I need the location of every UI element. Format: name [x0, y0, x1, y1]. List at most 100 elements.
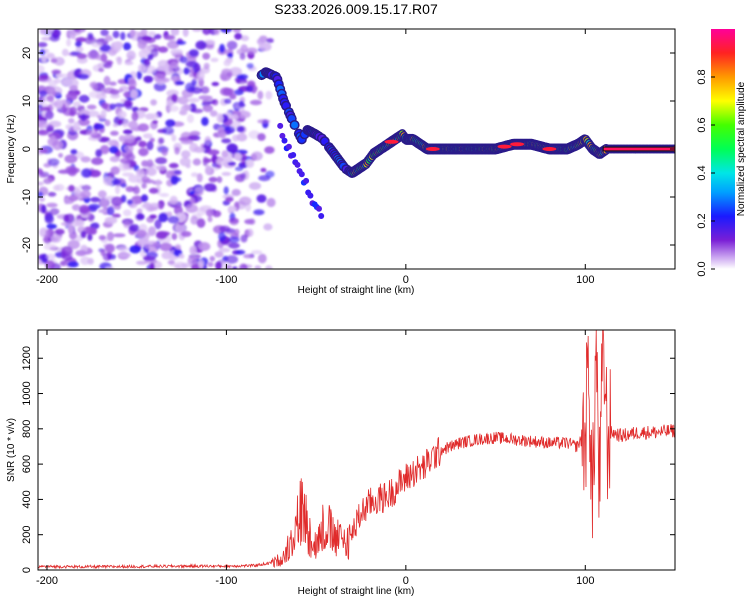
spectrogram-noise-blob	[192, 108, 204, 114]
snr-y-axis-label: SNR (10 * v/v)	[6, 418, 17, 482]
spectrogram-y-tick-label: 10	[21, 95, 33, 107]
spectrogram-noise-blob	[187, 256, 197, 266]
spectrogram-noise-blob	[265, 265, 273, 269]
spectrogram-noise-blob	[136, 168, 145, 175]
snr-x-tick-label: -200	[36, 575, 58, 587]
spectrogram-noise-blob	[103, 75, 111, 86]
spectrogram-y-tick-label: 0	[21, 146, 33, 152]
spectrogram-noise-blob	[135, 136, 142, 142]
spectrogram-noise-blob	[148, 31, 156, 37]
spectrogram-noise-blob	[171, 134, 177, 142]
spectrogram-noise-blob	[93, 123, 105, 130]
spectrogram-noise-blob	[251, 250, 263, 255]
spectrogram-tail-band	[602, 146, 675, 152]
spectrogram-noise-blob	[148, 187, 159, 194]
spectrogram-noise-blob	[228, 206, 237, 211]
spectrogram-noise-blob	[46, 52, 55, 59]
spectrogram-noise-blob	[234, 166, 244, 172]
spectrogram-noise-blob	[109, 145, 119, 154]
spectrogram-noise-blob	[200, 86, 210, 94]
spectrogram-noise-blob	[98, 235, 106, 241]
spectrogram-noise-blob	[73, 121, 80, 132]
spectrogram-noise-blob	[220, 74, 228, 81]
spectrogram-noise-blob	[67, 130, 79, 141]
spectrogram-y-tick-label: 20	[21, 47, 33, 59]
spectrogram-noise-blob	[169, 195, 178, 205]
spectrogram-noise-blob	[170, 76, 178, 81]
spectrogram-x-tick-label: -200	[36, 274, 58, 286]
spectrogram-noise-blob	[215, 261, 223, 269]
spectrogram-noise-blob	[49, 208, 60, 216]
spectrogram-noise-blob	[155, 165, 167, 171]
spectrogram-noise-blob	[240, 35, 250, 42]
snr-y-tick-label: 400	[21, 490, 33, 508]
spectrogram-noise-blob	[186, 97, 200, 103]
spectrogram-noise-blob	[100, 249, 106, 257]
spectrogram-noise-blob	[239, 52, 246, 60]
spectrogram-noise-blob	[112, 30, 120, 39]
spectrogram-noise-blob	[41, 36, 53, 41]
spectrogram-noise-blob	[181, 262, 192, 268]
spectrogram-noise-blob	[174, 146, 180, 155]
spectrogram-noise-blob	[39, 197, 45, 202]
spectrogram-noise-blob	[225, 57, 233, 64]
spectrogram-noise-blob	[157, 59, 169, 68]
spectrogram-noise-blob	[128, 224, 140, 232]
spectrogram-noise-blob	[254, 265, 262, 269]
spectrogram-noise-blob	[50, 58, 58, 63]
spectrogram-noise-blob	[39, 75, 49, 80]
spectrogram-noise-blob	[79, 204, 90, 214]
spectrogram-noise-blob	[183, 67, 191, 75]
spectrogram-noise-blob	[146, 141, 154, 151]
spectrogram-noise-blob	[54, 228, 65, 235]
spectrogram-noise-blob	[234, 33, 243, 40]
spectrogram-noise-blob	[165, 119, 176, 127]
spectrogram-noise-blob	[131, 111, 139, 122]
snr-y-tick-label: 1000	[21, 381, 33, 405]
spectrogram-noise-blob	[38, 64, 45, 74]
spectrogram-noise-blob	[100, 53, 108, 63]
spectrogram-noise-blob	[47, 137, 59, 147]
spectrogram-noise-blob	[203, 158, 212, 163]
spectrogram-noise-blob	[174, 243, 182, 250]
spectrogram-noise-blob	[194, 186, 206, 194]
spectrogram-noise-blob	[122, 135, 135, 140]
snr-panel: -200 -100 0 100 0 200 400 600 800 1000 1200 Heigh…	[6, 329, 676, 597]
spectrogram-noise-blob	[223, 186, 229, 195]
spectrogram-noise-blob	[45, 253, 56, 260]
spectrogram-noise-blob	[100, 29, 109, 37]
spectrogram-noise-blob	[190, 172, 199, 177]
spectrogram-track-blob	[318, 213, 325, 219]
spectrogram-noise-blob	[97, 190, 107, 199]
spectrogram-noise-blob	[266, 38, 274, 44]
spectrogram-noise-blob	[244, 219, 255, 225]
spectrogram-noise-blob	[67, 225, 74, 235]
spectrogram-noise-blob	[87, 212, 94, 222]
spectrogram-track-blob	[291, 121, 299, 129]
spectrogram-noise-blob	[46, 95, 54, 102]
spectrogram-noise-blob	[173, 170, 182, 175]
spectrogram-noise-blob	[137, 123, 149, 132]
spectrogram-noise-blob	[132, 186, 140, 195]
spectrogram-noise-blob	[181, 150, 191, 159]
spectrogram-noise-blob	[104, 37, 114, 42]
spectrogram-hot-spot	[497, 144, 512, 149]
spectrogram-noise-blob	[178, 253, 185, 259]
spectrogram-noise-blob	[120, 183, 127, 188]
spectrogram-noise-blob	[221, 150, 229, 158]
spectrogram-noise-blob	[91, 42, 103, 48]
spectrogram-noise-blob	[210, 57, 219, 63]
spectrogram-noise-blob	[266, 197, 276, 208]
spectrogram-noise-blob	[143, 243, 151, 249]
spectrogram-noise-blob	[226, 40, 238, 50]
spectrogram-noise-blob	[202, 29, 212, 35]
spectrogram-noise-blob	[61, 254, 73, 261]
spectrogram-noise-blob	[146, 159, 154, 168]
colorbar-tick-label: 0.8	[696, 69, 708, 84]
spectrogram-noise-blob	[67, 261, 79, 268]
spectrogram-noise-blob	[125, 186, 135, 193]
spectrogram-noise-blob	[159, 242, 173, 252]
spectrogram-noise-blob	[173, 263, 180, 269]
